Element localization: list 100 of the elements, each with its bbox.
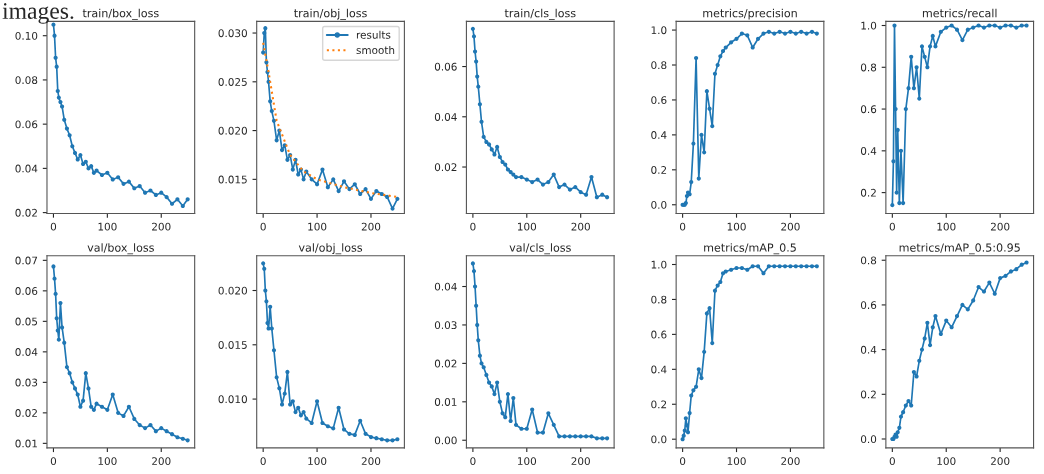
point xyxy=(761,31,766,36)
x-tick-label: 0 xyxy=(50,457,57,466)
y-tick-label: 0.6 xyxy=(860,105,877,114)
x-tick-label: 100 xyxy=(518,457,537,466)
point xyxy=(546,411,551,416)
point xyxy=(126,404,131,409)
point xyxy=(481,134,486,139)
y-tick-label: 0.2 xyxy=(860,188,876,197)
point xyxy=(992,23,997,28)
point xyxy=(56,337,61,342)
point xyxy=(75,392,80,397)
x-tick-label: 100 xyxy=(727,222,746,231)
point xyxy=(605,436,610,441)
point xyxy=(903,106,908,112)
point xyxy=(524,426,529,431)
point xyxy=(62,117,67,122)
point xyxy=(589,174,594,180)
point xyxy=(681,433,686,438)
point xyxy=(755,264,761,269)
point xyxy=(64,126,70,131)
point xyxy=(922,54,927,59)
point xyxy=(137,422,142,428)
point xyxy=(750,264,755,269)
point xyxy=(723,45,728,50)
point xyxy=(788,29,793,34)
point xyxy=(274,375,279,380)
point xyxy=(279,148,285,153)
point xyxy=(546,180,551,185)
point xyxy=(519,174,524,180)
y-tick-label: 0.01 xyxy=(434,398,457,406)
point xyxy=(486,380,492,385)
point xyxy=(1003,273,1008,278)
point xyxy=(314,182,320,187)
point xyxy=(293,410,298,415)
y-tick-label: 0.025 xyxy=(218,78,247,86)
point xyxy=(1014,25,1019,30)
point xyxy=(495,144,500,150)
point xyxy=(54,64,59,69)
point xyxy=(58,300,63,306)
point xyxy=(710,341,715,346)
point xyxy=(268,304,273,309)
point xyxy=(379,191,384,197)
point xyxy=(385,438,390,443)
point xyxy=(535,177,540,182)
point xyxy=(720,48,726,54)
point xyxy=(301,410,306,415)
point xyxy=(949,325,954,330)
point xyxy=(799,29,804,34)
point xyxy=(164,429,169,434)
point xyxy=(185,197,190,202)
y-tick-label: 0.0 xyxy=(651,200,667,209)
point xyxy=(892,23,897,28)
point xyxy=(492,152,497,157)
point xyxy=(58,99,63,105)
x-tick-label: 0 xyxy=(50,222,57,231)
y-tick-label: 0.02 xyxy=(15,409,37,417)
point xyxy=(341,179,347,184)
point xyxy=(471,269,477,274)
point xyxy=(793,31,798,36)
x-tick-label: 0 xyxy=(889,222,895,231)
point xyxy=(578,434,583,439)
y-tick-label: 0.06 xyxy=(15,120,38,129)
point xyxy=(261,50,266,55)
y-tick-label: 0.01 xyxy=(15,439,37,448)
point xyxy=(1024,23,1029,28)
point xyxy=(901,410,906,415)
y-tick-label: 0.015 xyxy=(218,175,247,184)
point xyxy=(687,410,692,416)
y-tick-label: 0.02 xyxy=(434,163,457,172)
y-tick-label: 0.6 xyxy=(651,96,667,105)
point xyxy=(519,426,524,431)
x-tick-label: 100 xyxy=(308,457,327,466)
y-tick-label: 0.04 xyxy=(434,113,457,121)
point xyxy=(53,291,58,296)
point xyxy=(508,418,513,424)
x-tick-label: 200 xyxy=(361,457,381,466)
y-tick-label: 0.8 xyxy=(860,63,877,72)
point xyxy=(685,430,691,435)
point xyxy=(298,413,303,418)
point xyxy=(809,29,815,34)
y-tick-label: 0.4 xyxy=(860,147,877,155)
point xyxy=(261,261,266,266)
point xyxy=(906,86,911,91)
y-tick-label: 0.06 xyxy=(15,287,38,295)
point xyxy=(282,391,287,396)
x-tick-label: 100 xyxy=(937,457,956,466)
point xyxy=(897,200,902,206)
x-tick-label: 200 xyxy=(571,222,590,231)
point xyxy=(132,186,137,191)
point xyxy=(718,279,723,285)
point xyxy=(116,410,121,415)
chart-title: val/box_loss xyxy=(87,243,154,255)
point xyxy=(954,314,960,319)
point xyxy=(153,429,158,434)
y-tick-label: 0.030 xyxy=(218,29,247,38)
x-tick-label: 0 xyxy=(679,222,686,231)
point xyxy=(772,31,777,36)
point xyxy=(699,375,704,381)
y-tick-label: 0.02 xyxy=(434,359,457,368)
point xyxy=(715,62,720,68)
